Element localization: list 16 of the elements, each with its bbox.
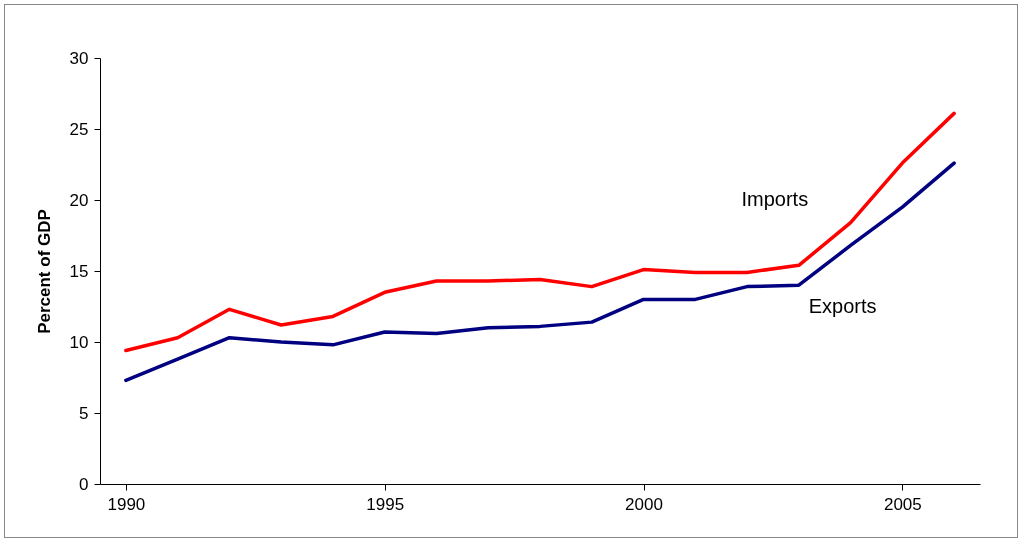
y-tick-label: 10 bbox=[69, 332, 89, 352]
y-tick-label: 30 bbox=[69, 48, 89, 68]
x-tick-label: 1995 bbox=[366, 494, 405, 514]
x-tick-label: 2000 bbox=[625, 494, 663, 514]
series-label: Exports bbox=[808, 295, 877, 318]
y-tick-label: 25 bbox=[69, 119, 89, 139]
y-tick-label: 5 bbox=[79, 403, 89, 423]
y-axis-title: Percent of GDP bbox=[34, 209, 54, 334]
line-series bbox=[124, 161, 956, 383]
y-tick-label: 0 bbox=[79, 474, 89, 494]
y-tick-label: 20 bbox=[69, 190, 89, 210]
series-label: Imports bbox=[741, 188, 809, 211]
line-series bbox=[124, 111, 956, 353]
x-tick-label: 2005 bbox=[883, 494, 922, 514]
y-tick-label: 15 bbox=[69, 261, 89, 281]
x-tick-label: 1990 bbox=[107, 494, 146, 514]
